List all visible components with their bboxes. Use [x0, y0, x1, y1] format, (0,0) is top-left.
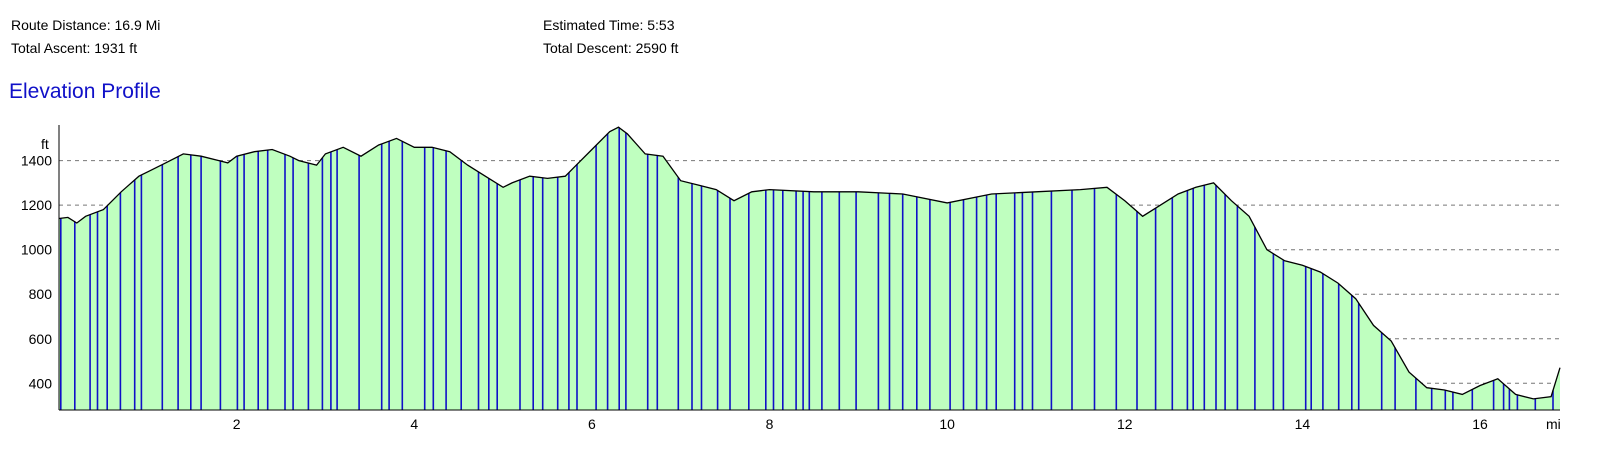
page-title: Elevation Profile: [9, 80, 161, 103]
x-tick-label: 2: [233, 416, 241, 432]
y-tick-label: 1200: [21, 197, 52, 213]
waypoint-markers: [59, 127, 1554, 410]
y-tick-labels: 400 600 800 1000 1200 1400: [21, 153, 52, 392]
total-ascent: Total Ascent: 1931 ft: [11, 40, 138, 56]
x-tick-label: 12: [1117, 416, 1133, 432]
route-distance: Route Distance: 16.9 Mi: [11, 17, 161, 33]
estimated-time: Estimated Time: 5:53: [543, 17, 675, 33]
elevation-line: [58, 126, 1561, 400]
x-tick-label: 14: [1295, 416, 1311, 432]
y-tick-label: 1000: [21, 242, 52, 258]
x-tick-labels: 2 4 6 8 10 12 14 16: [233, 416, 1488, 432]
y-axis-unit: ft: [41, 136, 49, 152]
x-tick-label: 16: [1472, 416, 1488, 432]
x-tick-label: 6: [588, 416, 596, 432]
y-tick-label: 800: [29, 286, 53, 302]
x-tick-label: 8: [766, 416, 774, 432]
y-tick-label: 1400: [21, 153, 52, 169]
x-tick-label: 10: [939, 416, 955, 432]
x-axis-unit: mi: [1546, 416, 1561, 432]
total-descent: Total Descent: 2590 ft: [543, 40, 679, 56]
y-tick-label: 600: [29, 331, 53, 347]
y-tick-label: 400: [29, 375, 53, 391]
x-tick-label: 4: [410, 416, 418, 432]
